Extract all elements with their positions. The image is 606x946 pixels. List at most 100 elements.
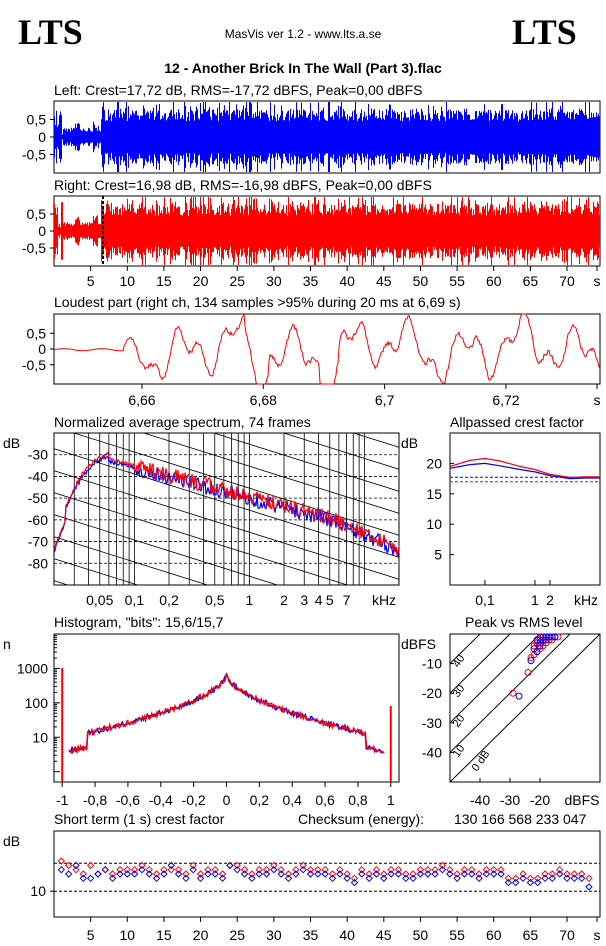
short-term-point: [548, 874, 557, 883]
right-wave-xtick-label: 20: [193, 273, 209, 289]
short-term-point: [350, 874, 359, 883]
short-term-point: [460, 870, 469, 878]
short-term-point: [196, 870, 205, 878]
short-term-point: [431, 870, 439, 878]
app-title: MasVis ver 1.2 - www.lts.a.se: [225, 27, 382, 41]
peak-rms-diagonal-label: 40: [451, 653, 468, 670]
spectrum-slope-line: [54, 470, 399, 580]
spectrum-ytick-label: -70: [28, 534, 48, 550]
short-term-ylabel: dB: [3, 833, 20, 849]
short-term-point: [248, 874, 256, 883]
peak-rms-diagonal: [450, 634, 571, 754]
short-term-point: [72, 865, 80, 874]
left-wave-ytick-label: -0,5: [22, 147, 46, 163]
spectrum-xtick-label: 0,2: [159, 592, 179, 608]
short-term-point: [350, 878, 359, 887]
short-term-point: [526, 878, 535, 887]
track-title: 12 - Another Brick In The Wall (Part 3).…: [164, 60, 442, 76]
peak-vs-rms-title: Peak vs RMS level: [465, 614, 582, 630]
crest-ytick-label: 5: [434, 547, 442, 563]
right-wave-xtick-label: 65: [523, 273, 539, 289]
short-term-point: [167, 865, 175, 874]
short-term-xtick-label: 20: [193, 927, 209, 943]
short-term-point: [123, 865, 131, 874]
short-term-point: [101, 865, 110, 874]
peak-rms-point: [551, 633, 559, 641]
peak-rms-diagonal: [450, 634, 481, 665]
short-term-point: [130, 865, 139, 874]
short-term-point: [321, 870, 329, 878]
short-term-point: [123, 870, 131, 878]
short-term-point: [248, 870, 256, 878]
short-term-point: [512, 874, 520, 883]
short-term-point: [497, 870, 505, 878]
short-term-point: [196, 874, 205, 883]
short-term-point: [431, 865, 439, 874]
histogram-xtick-label: 0,8: [348, 792, 368, 808]
short-term-point: [336, 865, 344, 874]
short-term-point: [306, 865, 315, 874]
short-term-xtick-label: 10: [119, 927, 135, 943]
short-term-point: [145, 870, 153, 878]
short-term-point: [152, 874, 161, 883]
short-term-point: [365, 870, 373, 878]
short-term-point: [358, 870, 366, 878]
right-wave-ytick-label: 0,5: [27, 206, 47, 222]
short-term-point: [563, 874, 571, 883]
spectrum-slope-line: [54, 448, 399, 558]
right-wave-xtick-label: 25: [229, 273, 245, 289]
right-wave-xtick-label: 70: [559, 273, 575, 289]
short-term-point: [211, 865, 219, 874]
right-wave-xtick-label: 45: [376, 273, 392, 289]
spectrum-xtick-label: 0,1: [125, 592, 145, 608]
peak-rms-diagonal-label: 0 dB: [470, 748, 493, 773]
short-term-point: [570, 870, 579, 878]
spectrum-title: Normalized average spectrum, 74 frames: [54, 414, 311, 430]
short-term-point: [475, 870, 483, 878]
short-term-point: [416, 870, 425, 878]
short-term-crest-panel: 10 5 10 15 20 25 30 35 40 45 50 55 60 65 70 s: [30, 830, 601, 943]
short-term-point: [336, 870, 344, 878]
peak-rms-xtick-label: -30: [500, 792, 520, 808]
histogram-xtick-label: -1: [56, 792, 69, 808]
short-term-point: [468, 870, 476, 878]
short-term-point: [482, 870, 491, 878]
loudest-xtick-label: 6,72: [492, 392, 519, 408]
spectrum-slope-line: [142, 433, 399, 514]
short-term-point: [409, 874, 417, 883]
short-term-point: [585, 874, 593, 883]
histogram-xtick-label: -0,4: [149, 792, 173, 808]
short-term-point: [233, 861, 241, 870]
short-term-point: [189, 861, 197, 870]
histogram-xtick-label: 1: [387, 792, 395, 808]
histogram-ytick-label: 1000: [17, 660, 48, 676]
short-term-point: [490, 870, 498, 878]
short-term-point: [365, 874, 373, 883]
short-term-point: [387, 870, 395, 878]
short-term-point: [424, 870, 432, 878]
short-term-point: [577, 870, 586, 878]
short-term-xtick-label: 60: [486, 927, 502, 943]
short-term-point: [255, 865, 263, 874]
histogram-xtick-label: 0,6: [315, 792, 335, 808]
short-term-point: [372, 865, 381, 874]
short-term-point: [204, 870, 212, 878]
peak-rms-ylabel: dBFS: [401, 636, 436, 652]
spectrum-xtick-label: 7: [343, 592, 351, 608]
spectrum-slope-line: [72, 433, 399, 536]
short-term-point: [182, 874, 190, 883]
right-waveform-panel: 0,50-0,5 5 10 15 20 25 30 35 40 45 50 55 60 65 70 s: [22, 195, 601, 289]
loudest-xtick-label: 6,7: [375, 392, 395, 408]
histogram-xtick-label: 0: [223, 792, 231, 808]
short-term-point: [570, 874, 579, 883]
peak-rms-xtick-label: -20: [530, 792, 550, 808]
short-term-point: [585, 883, 593, 891]
spectrum-slope-line: [54, 536, 209, 585]
short-term-point: [299, 865, 307, 874]
short-term-point: [519, 874, 527, 883]
short-term-point: [79, 870, 88, 878]
right-wave-xtick-label: 60: [486, 273, 502, 289]
short-term-point: [255, 870, 263, 878]
short-term-point: [328, 874, 337, 883]
histogram-ytick-label: 100: [25, 695, 49, 711]
